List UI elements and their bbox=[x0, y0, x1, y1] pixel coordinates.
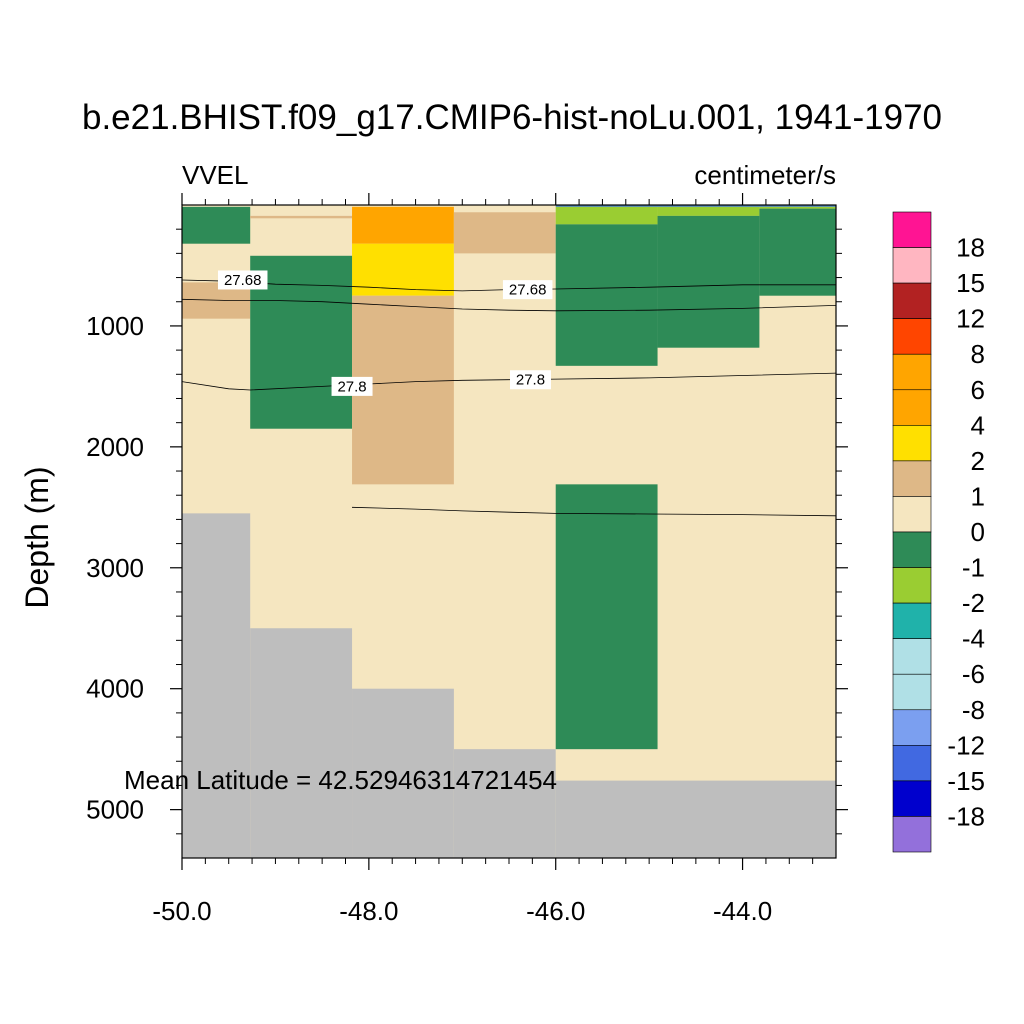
colorbar-label: 4 bbox=[971, 410, 985, 440]
colorbar-box bbox=[892, 282, 932, 319]
colorbar-label: -18 bbox=[947, 801, 985, 831]
contour-label-box bbox=[502, 280, 553, 300]
colorbar-label: -6 bbox=[962, 659, 985, 689]
y-tick-label: 3000 bbox=[86, 553, 144, 583]
contour-label-box bbox=[509, 370, 551, 390]
contour-line bbox=[181, 372, 837, 391]
colorbar-label: -12 bbox=[947, 730, 985, 760]
y-tick-label: 1000 bbox=[86, 311, 144, 341]
colorbar-label: 2 bbox=[971, 446, 985, 476]
colorbar-label: -2 bbox=[962, 588, 985, 618]
heatmap-cell bbox=[182, 206, 251, 244]
heatmap-cell bbox=[555, 484, 658, 750]
contour-label-box bbox=[331, 376, 373, 396]
colorbar-box bbox=[892, 780, 932, 817]
colorbar-label: 8 bbox=[971, 339, 985, 369]
heatmap-cell bbox=[453, 212, 556, 254]
contour-label: 27.68 bbox=[224, 272, 262, 289]
land-mask bbox=[352, 688, 454, 858]
contour-line bbox=[181, 298, 837, 312]
colorbar-box bbox=[892, 389, 932, 426]
chart-title: b.e21.BHIST.f09_g17.CMIP6-hist-noLu.001,… bbox=[81, 98, 942, 137]
units-label: centimeter/s bbox=[694, 160, 836, 190]
colorbar-box bbox=[892, 496, 932, 533]
colorbar-box bbox=[892, 709, 932, 746]
contour-line bbox=[351, 506, 837, 517]
colorbar-label: -1 bbox=[962, 553, 985, 583]
colorbar-box bbox=[892, 460, 932, 497]
land-mask bbox=[453, 749, 556, 858]
colorbar-label: 6 bbox=[971, 375, 985, 405]
heatmap-cell bbox=[352, 206, 454, 244]
colorbar-label: 18 bbox=[956, 233, 985, 263]
heatmap-cell bbox=[555, 224, 658, 366]
variable-label: VVEL bbox=[182, 160, 249, 190]
colorbar: 18 15 12 8 6 4 2 1 0 -1 -2 -4 -6 -8 -12 -15 -18 bbox=[892, 211, 985, 853]
colorbar-label: 15 bbox=[956, 268, 985, 298]
colorbar-label: -15 bbox=[947, 766, 985, 796]
heatmap-cell bbox=[250, 215, 353, 219]
colorbar-box bbox=[892, 816, 932, 853]
contour-label-box bbox=[217, 270, 268, 290]
x-tick-label: -46.0 bbox=[526, 896, 585, 926]
mean-latitude-annotation: Mean Latitude = 42.52946314721454 bbox=[124, 765, 557, 795]
heatmap-cell bbox=[657, 215, 760, 348]
colorbar-box bbox=[892, 425, 932, 462]
land-mask bbox=[555, 780, 836, 858]
colorbar-label: -8 bbox=[962, 695, 985, 725]
colorbar-box bbox=[892, 602, 932, 639]
colorbar-label: 0 bbox=[971, 517, 985, 547]
colorbar-box bbox=[892, 745, 932, 782]
colorbar-box bbox=[892, 211, 932, 248]
heatmap-cell bbox=[657, 206, 760, 216]
colorbar-box bbox=[892, 247, 932, 284]
land-mask bbox=[250, 628, 353, 858]
land-mask bbox=[182, 513, 251, 858]
colorbar-box bbox=[892, 531, 932, 568]
axes: -50.0 -48.0 -46.0 -44.0 1000 2000 3000 4000 5000… bbox=[19, 193, 848, 926]
y-tick-label: 4000 bbox=[86, 674, 144, 704]
colorbar-box bbox=[892, 673, 932, 711]
heatmap-cell bbox=[555, 205, 836, 207]
x-tick-label: -48.0 bbox=[339, 896, 398, 926]
heatmap-cell bbox=[759, 206, 836, 209]
y-tick-label: 2000 bbox=[86, 432, 144, 462]
colorbar-label: 12 bbox=[956, 304, 985, 334]
heatmap-cell bbox=[759, 208, 836, 296]
heatmap-cell bbox=[352, 243, 454, 296]
colorbar-label: -4 bbox=[962, 624, 985, 654]
colorbar-box bbox=[892, 318, 932, 355]
contour-line bbox=[181, 279, 836, 292]
colorbar-box bbox=[892, 638, 932, 675]
contour-label: 27.68 bbox=[509, 282, 547, 299]
heatmap-cell bbox=[555, 206, 658, 225]
x-tick-label: -44.0 bbox=[713, 896, 772, 926]
x-tick-label: -50.0 bbox=[152, 896, 211, 926]
y-tick-label: 5000 bbox=[86, 795, 144, 825]
contour-label: 27.8 bbox=[337, 378, 366, 395]
contour-label: 27.8 bbox=[516, 372, 545, 389]
y-axis-label: Depth (m) bbox=[19, 466, 55, 608]
colorbar-box bbox=[892, 353, 932, 391]
colorbar-label: 1 bbox=[971, 481, 985, 511]
colorbar-box bbox=[892, 567, 932, 604]
plot-area: 27.68 27.68 27.8 27.8 bbox=[181, 205, 837, 858]
